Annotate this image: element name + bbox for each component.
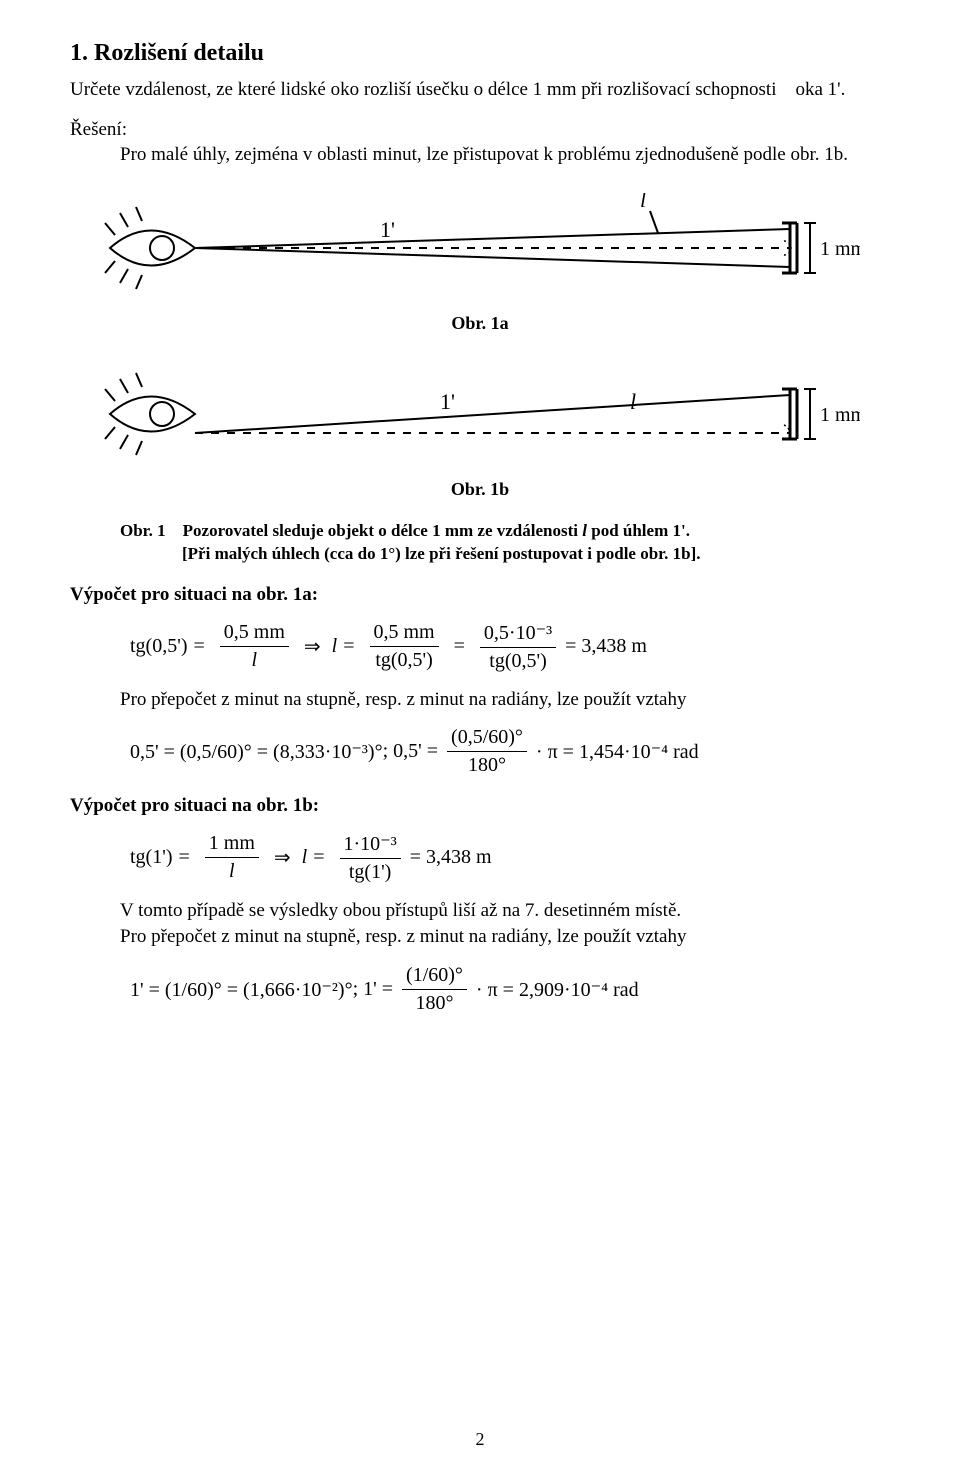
calc-1b-heading: Výpočet pro situaci na obr. 1b: <box>70 795 890 817</box>
upper-ray-1b <box>195 395 790 433</box>
figure-1a: 1' l 1 mm <box>70 193 890 303</box>
size-bracket-1b <box>804 389 816 439</box>
tail-para-1: V tomto případě se výsledky obou přístup… <box>70 898 890 924</box>
section-heading: 1. Rozlišení detailu <box>70 40 890 67</box>
solution-label: Řešení: <box>70 117 890 143</box>
obs-caption-line1-pre: Obr. 1 Pozorovatel sleduje objekt o délc… <box>120 521 582 540</box>
equation-4: 1' = (1/60)° = (1,666·10⁻²)° ; 1' = (1/6… <box>130 964 890 1015</box>
equation-2: 0,5' = (0,5/60)° = (8,333·10⁻³)° ; 0,5' … <box>130 726 890 777</box>
l-marker-1a: l <box>640 193 658 233</box>
size-bracket-1a <box>804 223 816 273</box>
convert-text-1: Pro přepočet z minut na stupně, resp. z … <box>70 687 890 713</box>
figure-1a-svg: 1' l 1 mm <box>100 193 860 303</box>
svg-text:l: l <box>640 193 646 212</box>
l-label-1b: l <box>630 389 636 414</box>
obs-caption-line2: [Při malých úhlech (cca do 1°) lze při ř… <box>120 543 890 566</box>
eye-icon <box>105 373 195 455</box>
target-bar-1b <box>782 389 797 439</box>
figure-1b: 1' l 1 mm <box>70 359 890 469</box>
size-label-1a: 1 mm <box>820 238 860 260</box>
upper-ray <box>195 229 790 248</box>
caption-1b: Obr. 1b <box>70 479 890 500</box>
calc-1a-heading: Výpočet pro situaci na obr. 1a: <box>70 584 890 606</box>
size-label-1b: 1 mm <box>820 404 860 426</box>
problem-statement: Určete vzdálenost, ze které lidské oko r… <box>70 77 890 103</box>
angle-label-1a: 1' <box>380 217 395 242</box>
observer-caption: Obr. 1 Pozorovatel sleduje objekt o délc… <box>120 520 890 566</box>
obs-caption-line1-post: pod úhlem 1'. <box>587 521 690 540</box>
solution-intro: Pro malé úhly, zejména v oblasti minut, … <box>70 142 890 168</box>
caption-1a: Obr. 1a <box>70 313 890 334</box>
lower-ray <box>195 248 790 267</box>
equation-3: tg(1')= 1 mml ⇒ l= 1·10⁻³tg(1') = 3,438 … <box>130 831 890 884</box>
angle-label-1b: 1' <box>440 389 455 414</box>
page-number: 2 <box>0 1429 960 1450</box>
eye-icon <box>105 207 195 289</box>
tail-para-2: Pro přepočet z minut na stupně, resp. z … <box>70 924 890 950</box>
figure-1b-svg: 1' l 1 mm <box>100 359 860 469</box>
equation-1: tg(0,5')= 0,5 mml ⇒ l= 0,5 mmtg(0,5') = … <box>130 620 890 673</box>
target-bar-1a <box>782 223 797 273</box>
page: 1. Rozlišení detailu Určete vzdálenost, … <box>0 0 960 1470</box>
